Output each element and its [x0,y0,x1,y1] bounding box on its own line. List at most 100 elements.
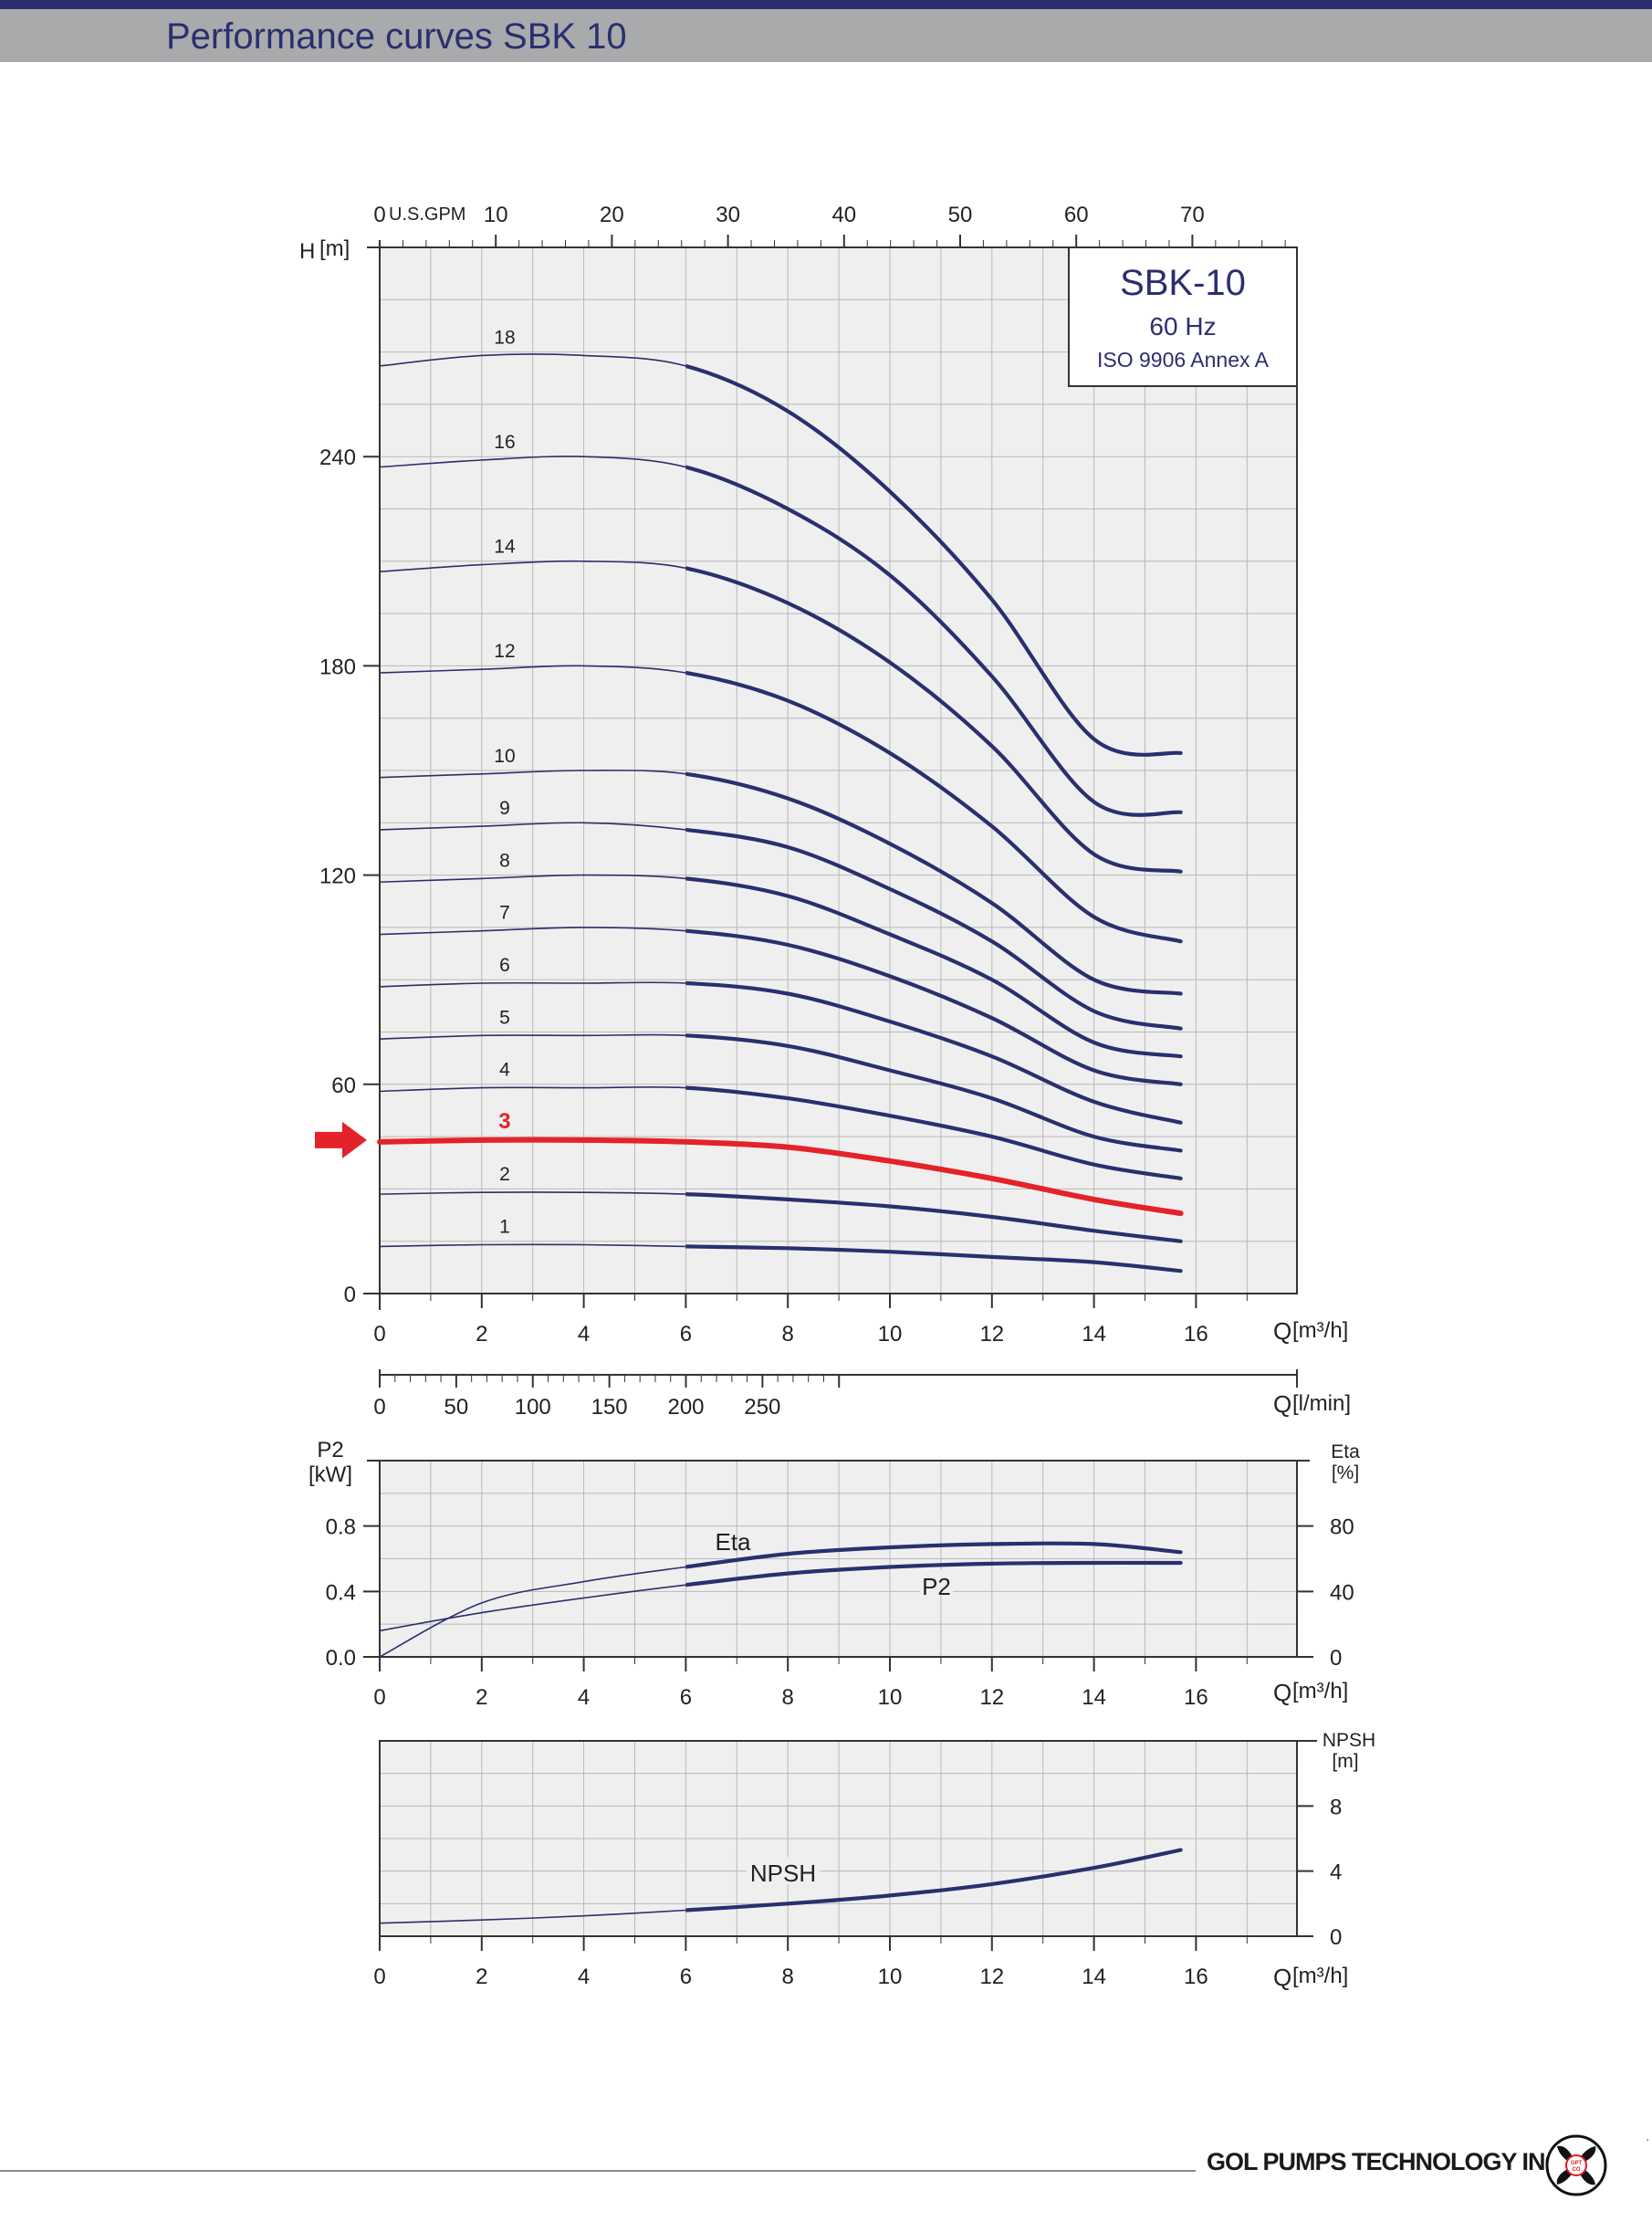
stage-label-12: 12 [494,641,515,662]
head-x-tick-label: 0 [373,1322,385,1347]
stage-16-curve-thin [379,456,686,468]
stage-4-curve-thin [379,1085,686,1093]
stage-14-curve-thin [379,560,686,573]
legend-box [1068,246,1298,387]
legend-model: SBK-10 [1120,263,1246,303]
eta-curve-thin [379,1566,686,1658]
stage-label-8: 8 [499,850,510,871]
stage-6-curve [685,980,1183,1125]
stage-18-curve [685,363,1183,757]
gpm-tick-label: 40 [831,203,856,227]
lpm-axis-unit: [l/min] [1292,1391,1351,1416]
footer-divider [0,2170,1196,2172]
gpm-tick-label: 20 [600,203,624,227]
lpm-tick-label: 100 [515,1395,551,1420]
stage-8-curve-thin [379,874,686,884]
stage-7-curve [685,928,1183,1086]
stage-4-curve [685,1085,1183,1180]
stage-9-curve [685,827,1183,1031]
npsh-x-tick-label: 4 [578,1965,590,1989]
power-x-tick-label: 14 [1082,1685,1106,1710]
p2-curve-thin [379,1584,686,1632]
gpm-tick-label: 50 [948,203,973,227]
head-x-tick-label: 6 [680,1322,692,1347]
head-y-tick-label: 0 [344,1283,356,1307]
stage-label-4: 4 [499,1060,510,1081]
stage-7-curve-thin [379,927,686,936]
npsh-y-axis-unit: [m] [1332,1751,1358,1772]
lpm-tick-label: 250 [744,1395,780,1420]
power-x-tick-label: 10 [878,1685,903,1710]
npsh-x-tick-label: 10 [878,1965,903,1989]
stage-5-curve [685,1033,1183,1153]
lpm-tick-label: 0 [373,1395,385,1420]
npsh-plot-border [379,1740,1298,1937]
gpm-tick-label: 60 [1064,203,1089,227]
head-x-tick-label: 2 [476,1322,487,1347]
stage-label-16: 16 [494,432,515,453]
eta-y-axis-unit: [%] [1332,1462,1359,1483]
eta-y-tick-label: 0 [1330,1646,1342,1671]
legend-frequency: 60 Hz [1149,312,1216,341]
stage-1-curve-thin [379,1243,686,1248]
power-y-tick-label: 0.8 [326,1515,356,1540]
stage-label-18: 18 [494,327,515,348]
eta-curve [685,1541,1183,1569]
power-x-axis-label: Q [1273,1679,1291,1706]
power-x-tick-label: 16 [1184,1685,1208,1710]
head-y-tick-label: 120 [319,865,356,889]
power-y-tick-label: 0.4 [326,1580,356,1605]
stage-12-curve-thin [379,665,686,674]
power-x-tick-label: 0 [373,1685,385,1710]
head-y-axis-label: H [299,239,315,264]
p2-curve [685,1560,1183,1588]
head-y-tick-label: 180 [319,655,356,679]
head-x-tick-label: 10 [878,1322,903,1347]
head-x-tick-label: 14 [1082,1322,1106,1347]
head-x-tick-label: 16 [1184,1322,1208,1347]
power-y-axis-unit: [kW] [308,1462,352,1487]
power-x-tick-label: 8 [782,1685,794,1710]
power-x-tick-label: 6 [680,1685,692,1710]
eta-y-tick-label: 80 [1330,1515,1354,1540]
svg-text:CO: CO [1573,2167,1581,2173]
npsh-y-tick-label: 4 [1330,1860,1342,1885]
stage-6-curve-thin [379,981,686,988]
power-x-tick-label: 2 [476,1685,487,1710]
stage-18-curve-thin [379,353,686,367]
head-x-axis-label: Q [1273,1317,1291,1345]
stage-label-14: 14 [494,537,516,558]
stage-10-curve-thin [379,770,686,779]
gpm-tick-label: 30 [716,203,740,227]
npsh-curve-thin [379,1909,686,1924]
npsh-y-axis-label: NPSH [1323,1730,1375,1751]
lpm-tick-label: 50 [444,1395,469,1420]
stage-label-10: 10 [494,746,515,767]
npsh-y-tick-label: 8 [1330,1795,1342,1819]
head-x-tick-label: 4 [578,1322,590,1347]
power-x-tick-label: 4 [578,1685,590,1710]
stage-label-6: 6 [499,955,510,976]
stage-12-curve [685,670,1183,944]
lpm-tick-label: 200 [667,1395,704,1420]
head-y-tick-label: 60 [331,1074,356,1098]
gpm-tick-label: 70 [1180,203,1205,227]
gpm-tick-label: 0 [373,203,385,227]
legend-standard: ISO 9906 Annex A [1097,348,1270,372]
top-accent-bar [0,0,1652,9]
gpm-unit-label: U.S.GPM [389,204,465,225]
gpm-tick-label: 10 [484,203,508,227]
npsh-x-tick-label: 6 [680,1965,692,1989]
stage-label-3: 3 [498,1109,510,1134]
eta-series-label: Eta [715,1528,751,1556]
company-logo-icon: GPT CO [1545,2134,1607,2196]
highlight-arrow-icon [315,1121,367,1158]
npsh-x-axis-label: Q [1273,1964,1291,1991]
npsh-x-tick-label: 12 [979,1965,1004,1989]
power-y-tick-label: 0.0 [326,1646,356,1671]
power-x-tick-label: 12 [979,1685,1004,1710]
stage-label-9: 9 [499,798,510,819]
npsh-curve [685,1848,1183,1912]
stage-label-2: 2 [499,1164,510,1185]
stage-label-7: 7 [499,903,510,924]
